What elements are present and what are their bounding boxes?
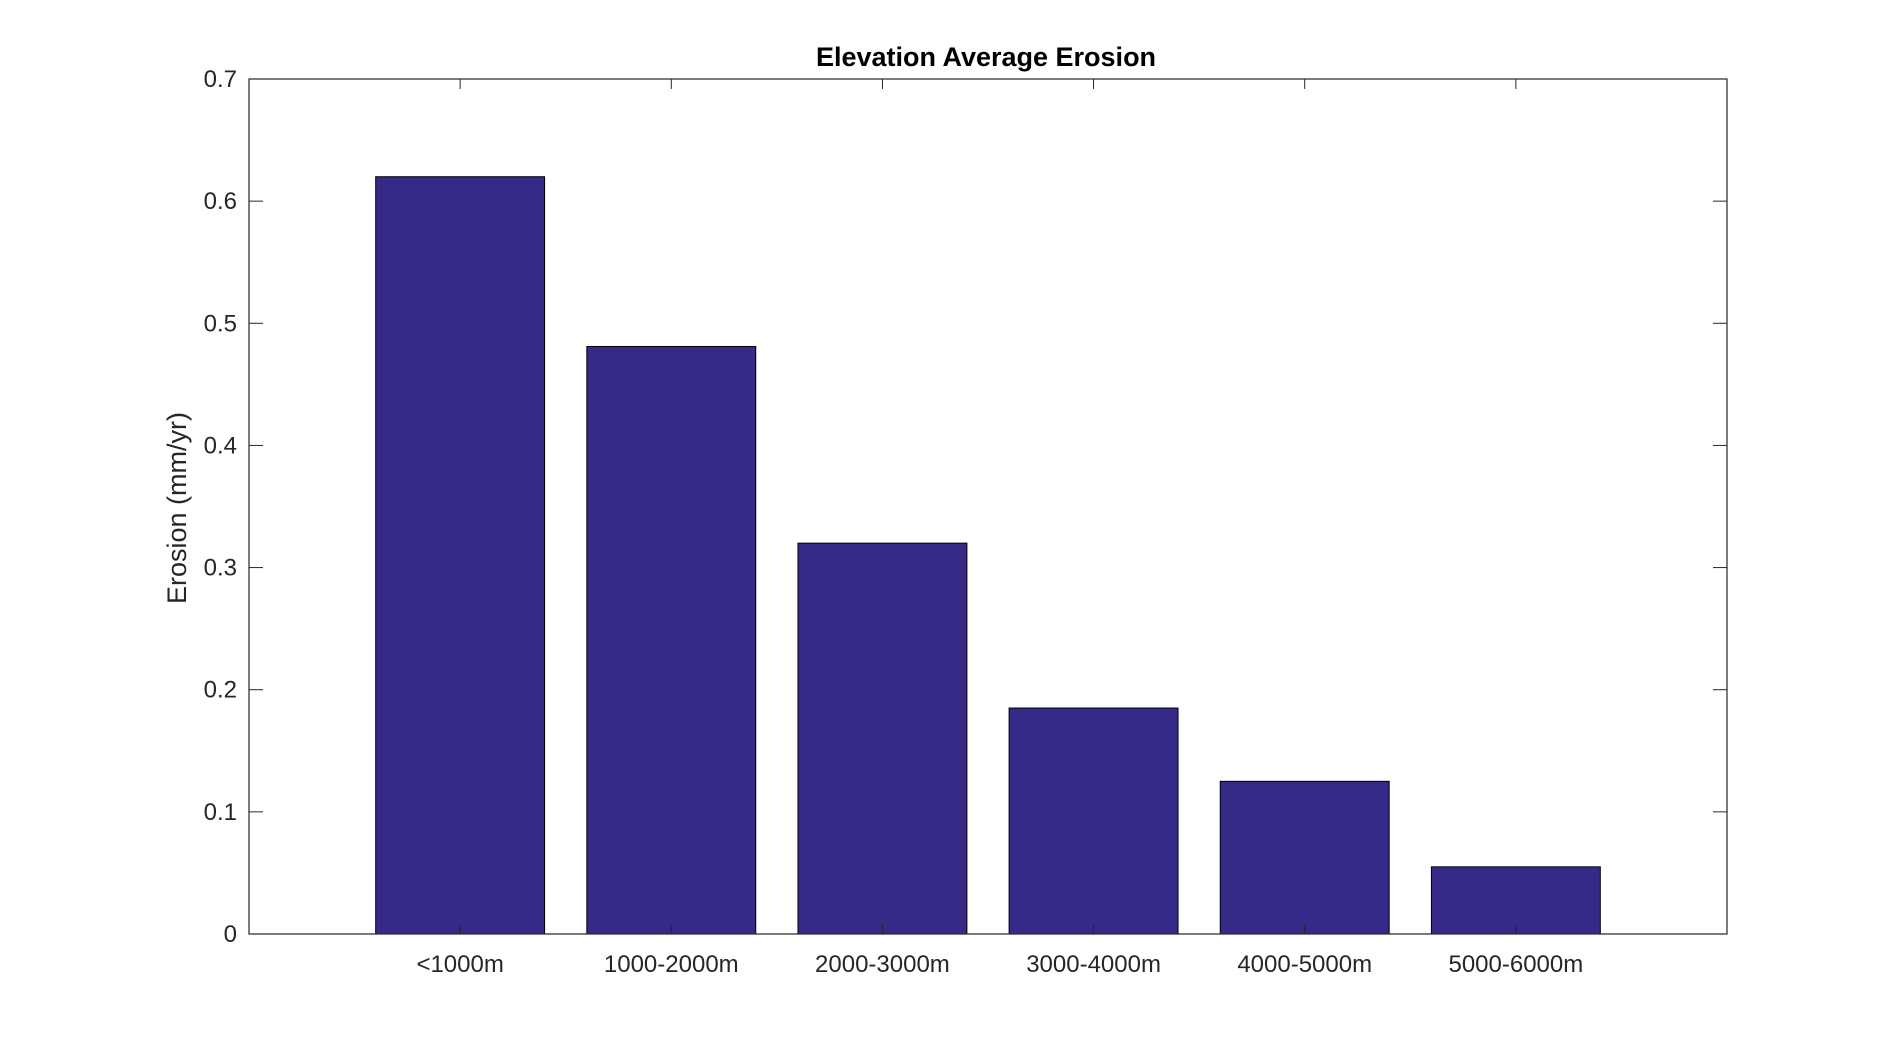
- y-tick-label: 0.1: [204, 799, 237, 826]
- bar: [1430, 866, 1601, 935]
- y-tick-label: 0.3: [204, 555, 237, 582]
- bars-group: [375, 176, 1601, 935]
- x-tick-label: 5000-6000m: [1448, 951, 1583, 978]
- y-tick-label: 0.4: [204, 432, 237, 459]
- bar: [375, 176, 546, 935]
- chart-title: Elevation Average Erosion: [816, 42, 1156, 72]
- tick-labels-group: <1000m 1000-2000m 2000-3000m 3000-4000m 4000…: [204, 66, 1584, 978]
- x-tick-label: 1000-2000m: [604, 951, 739, 978]
- plot-frame: [248, 78, 1728, 935]
- x-tick-label: <1000m: [416, 951, 503, 978]
- bar: [1219, 780, 1390, 935]
- y-tick-label: 0.6: [204, 188, 237, 215]
- bar: [1008, 707, 1179, 935]
- y-tick-label: 0.2: [204, 677, 237, 704]
- y-tick-label: 0: [224, 921, 237, 948]
- y-axis-title: Erosion (mm/yr): [162, 412, 192, 604]
- bar: [797, 542, 968, 935]
- bar: [586, 345, 757, 935]
- y-tick-label: 0.5: [204, 310, 237, 337]
- x-tick-label: 4000-5000m: [1237, 951, 1372, 978]
- y-tick-label: 0.7: [204, 66, 237, 93]
- x-tick-label: 3000-4000m: [1026, 951, 1161, 978]
- x-tick-label: 2000-3000m: [815, 951, 950, 978]
